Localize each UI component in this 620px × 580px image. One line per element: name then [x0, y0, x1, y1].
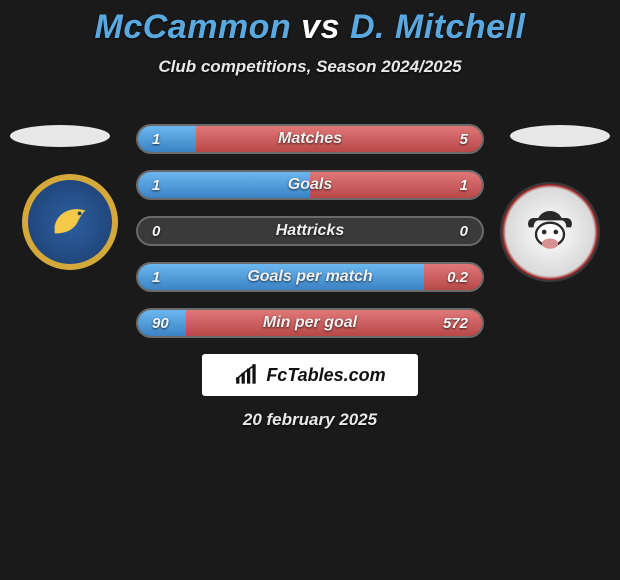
stat-row: 15Matches	[136, 124, 484, 154]
page-title: McCammon vs D. Mitchell	[0, 0, 620, 47]
date-text: 20 february 2025	[0, 410, 620, 430]
stat-label: Goals per match	[138, 264, 482, 290]
stat-label: Matches	[138, 126, 482, 152]
stat-row: 11Goals	[136, 170, 484, 200]
player2-ellipse	[510, 125, 610, 147]
team-right-badge	[500, 182, 600, 282]
stat-row: 00Hattricks	[136, 216, 484, 246]
player1-ellipse	[10, 125, 110, 147]
branding-text: FcTables.com	[266, 365, 385, 386]
subtitle: Club competitions, Season 2024/2025	[0, 57, 620, 77]
chart-icon	[234, 364, 260, 386]
bull-icon	[522, 204, 578, 260]
player1-name: McCammon	[95, 8, 292, 46]
stats-container: 15Matches 11Goals 00Hattricks 10.2Goals per…	[136, 124, 484, 354]
stat-row: 90572Min per goal	[136, 308, 484, 338]
title-vs: vs	[301, 8, 340, 46]
player2-name: D. Mitchell	[350, 8, 526, 46]
branding-box: FcTables.com	[202, 354, 418, 396]
stat-label: Hattricks	[138, 218, 482, 244]
bird-icon	[47, 199, 93, 245]
stat-label: Min per goal	[138, 310, 482, 336]
stat-label: Goals	[138, 172, 482, 198]
team-left-badge	[22, 174, 118, 270]
stat-row: 10.2Goals per match	[136, 262, 484, 292]
